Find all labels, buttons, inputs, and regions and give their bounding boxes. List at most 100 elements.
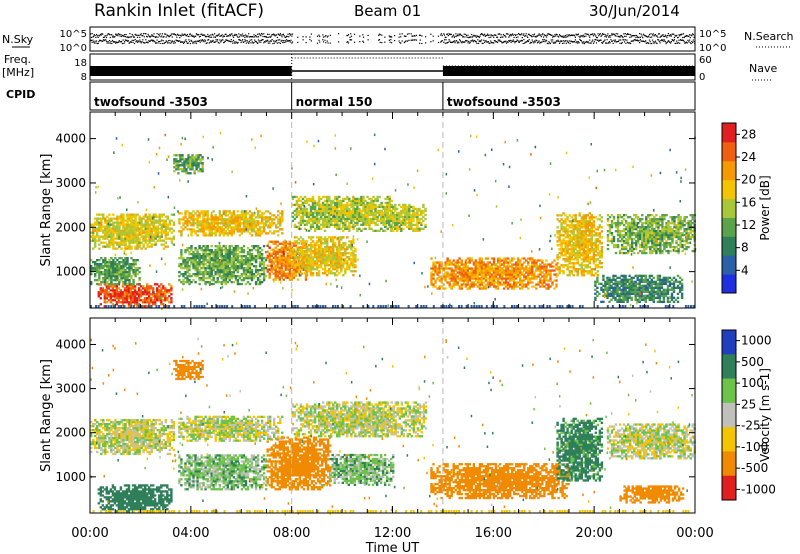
data-cell <box>321 262 325 265</box>
data-cell <box>321 254 325 257</box>
data-cell <box>383 209 387 213</box>
data-cell <box>284 274 287 277</box>
data-cell <box>582 242 585 245</box>
data-cell <box>490 265 494 268</box>
data-cell <box>584 214 587 217</box>
data-cell <box>240 263 244 266</box>
data-cell <box>468 271 471 274</box>
data-cell <box>197 154 200 157</box>
data-cell <box>210 230 213 233</box>
data-cell <box>340 254 343 257</box>
data-cell <box>330 272 333 275</box>
data-cell <box>132 239 135 242</box>
data-cell <box>158 291 161 294</box>
data-cell <box>154 227 157 230</box>
data-cell <box>182 267 185 270</box>
data-cell <box>144 225 147 228</box>
data-cell <box>600 230 604 233</box>
data-cell <box>210 226 213 229</box>
data-cell <box>186 281 189 284</box>
data-cell <box>102 261 105 264</box>
data-cell <box>539 263 542 266</box>
data-cell <box>188 220 191 223</box>
data-cell <box>284 276 287 279</box>
data-cell <box>295 215 299 219</box>
data-cell <box>105 301 108 304</box>
data-cell <box>234 279 238 282</box>
data-cell <box>386 195 389 199</box>
data-cell <box>474 269 478 272</box>
data-cell <box>186 275 189 278</box>
data-cell <box>116 282 119 286</box>
data-cell <box>394 225 397 228</box>
data-cell <box>600 226 604 229</box>
data-cell <box>356 203 359 207</box>
data-cell <box>354 199 357 203</box>
data-cell <box>460 279 463 282</box>
data-cell <box>114 273 117 276</box>
data-cell <box>132 282 135 286</box>
data-cell <box>556 240 559 243</box>
data-cell <box>348 225 351 228</box>
data-cell <box>315 209 319 213</box>
data-cell <box>366 205 369 209</box>
data-cell <box>164 235 167 238</box>
data-cell <box>146 217 149 220</box>
data-cell <box>315 260 319 263</box>
data-cell <box>332 199 335 203</box>
data-cell <box>300 242 304 245</box>
data-cell <box>144 241 147 244</box>
data-cell <box>186 247 189 250</box>
data-cell <box>466 265 469 268</box>
data-cell <box>116 273 119 276</box>
data-cell <box>588 220 591 223</box>
data-cell <box>124 233 127 236</box>
data-cell <box>132 263 135 266</box>
data-cell <box>108 223 111 226</box>
data-cell <box>303 260 307 263</box>
data-cell <box>118 275 121 278</box>
data-cell <box>279 218 282 221</box>
data-cell <box>334 223 337 226</box>
data-cell <box>323 242 327 245</box>
data-cell <box>282 242 285 245</box>
data-cell <box>175 160 178 163</box>
data-cell <box>172 221 176 224</box>
data-cell <box>200 247 203 250</box>
data-cell <box>216 216 219 219</box>
data-cell <box>311 195 315 199</box>
data-cell <box>338 260 341 263</box>
data-cell <box>502 257 506 260</box>
data-cell <box>260 269 264 272</box>
data-cell <box>338 211 341 215</box>
data-cell <box>127 301 131 304</box>
data-cell <box>440 261 443 264</box>
data-cell <box>200 267 203 270</box>
data-cell <box>132 237 135 240</box>
data-cell <box>558 252 561 255</box>
data-cell <box>138 223 141 226</box>
data-cell <box>388 201 391 205</box>
data-cell <box>297 252 301 255</box>
data-cell <box>186 224 189 227</box>
data-cell <box>198 222 201 225</box>
data-cell <box>612 222 616 225</box>
data-cell <box>350 254 353 257</box>
data-cell <box>216 273 219 276</box>
data-cell <box>200 220 203 223</box>
data-cell <box>191 164 194 167</box>
data-cell <box>254 230 258 233</box>
data-cell <box>299 248 303 251</box>
data-cell <box>130 233 133 236</box>
data-cell <box>372 215 375 219</box>
data-cell <box>338 219 341 223</box>
data-cell <box>506 281 510 284</box>
data-cell <box>294 268 298 271</box>
data-cell <box>360 223 363 226</box>
data-cell <box>166 291 169 294</box>
data-cell <box>224 281 227 284</box>
data-cell <box>336 195 339 199</box>
data-cell <box>204 282 207 286</box>
data-cell <box>313 209 317 213</box>
data-cell <box>208 275 211 278</box>
